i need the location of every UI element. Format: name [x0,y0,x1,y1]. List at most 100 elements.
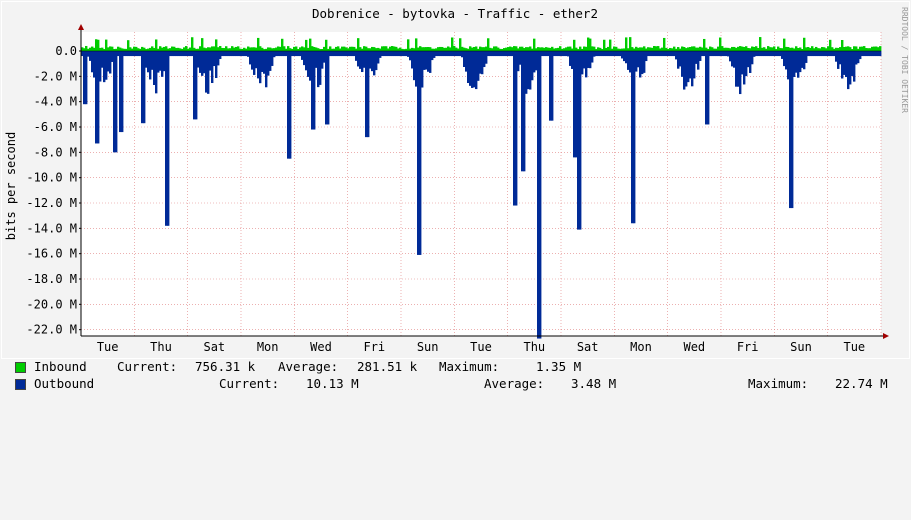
inbound-bar [573,39,576,51]
inbound-bar [429,47,432,51]
outbound-maximum-label: Maximum: [748,376,809,391]
outbound-bar [569,51,572,66]
outbound-bar [499,51,502,57]
inbound-bar [799,47,802,51]
inbound-bar [337,46,340,51]
inbound-bar [435,48,438,51]
outbound-bar [469,51,472,86]
outbound-bar [155,51,158,94]
inbound-bar [173,46,176,51]
inbound-bar [89,47,92,51]
inbound-bar [765,48,768,51]
outbound-bar [213,51,216,67]
outbound-bar [139,51,142,57]
inbound-bar [231,46,234,51]
outbound-bar [765,51,768,57]
outbound-bar [861,51,864,57]
outbound-bar [695,51,698,64]
inbound-bar [237,46,240,51]
inbound-bar [629,37,632,51]
x-axis-arrow [883,333,889,339]
inbound-bar [303,47,306,51]
outbound-bar [661,51,664,57]
outbound-bar [865,51,868,57]
outbound-bar [147,51,150,73]
inbound-bar [169,48,172,51]
outbound-bar [681,51,684,77]
outbound-bar [265,51,268,88]
inbound-bar [371,46,374,51]
inbound-bar [405,48,408,51]
inbound-bar [243,47,246,51]
inbound-bar [737,46,740,51]
outbound-bar [335,51,338,57]
inbound-bar [679,48,682,51]
inbound-bar [339,48,342,51]
outbound-bar [321,51,324,69]
outbound-bar [81,51,84,57]
y-tick-label: -6.0 M [34,120,77,134]
inbound-bar [271,48,274,51]
outbound-bar [131,51,134,57]
inbound-bar [409,48,412,51]
inbound-bar [833,48,836,51]
inbound-bar [165,46,168,51]
outbound-bar [589,51,592,69]
inbound-bar [525,47,528,51]
outbound-bar [219,51,222,60]
outbound-bar [641,51,644,75]
inbound-bar [387,48,390,51]
inbound-bar [369,48,372,51]
outbound-bar [709,51,712,57]
inbound-bar [641,47,644,51]
outbound-bar [809,51,812,57]
x-tick-label: Mon [257,340,279,354]
inbound-bar [803,37,806,51]
inbound-bar [507,47,510,51]
outbound-bar [161,51,164,77]
inbound-bar [575,47,578,51]
outbound-bar [475,51,478,90]
outbound-bar [103,51,106,83]
inbound-bar [775,49,778,51]
outbound-bar [391,51,394,57]
outbound-bar [617,51,620,57]
outbound-bar [357,51,360,67]
inbound-bar [607,46,610,51]
outbound-bar [729,51,732,62]
inbound-bar [179,48,182,51]
inbound-bar [171,46,174,51]
inbound-bar [851,49,854,51]
inbound-bar [157,48,160,51]
inbound-bar [797,48,800,51]
inbound-bar [455,47,458,51]
x-tick-label: Sun [417,340,439,354]
inbound-bar [873,46,876,51]
inbound-bar [733,46,736,51]
inbound-bar [683,47,686,51]
outbound-maximum-value: 22.74 M [835,376,888,391]
inbound-bar [209,47,212,51]
inbound-bar [311,46,314,51]
outbound-bar [507,51,510,57]
inbound-bar [633,48,636,51]
outbound-bar [275,51,278,57]
outbound-bar [839,51,842,65]
outbound-bar [835,51,838,62]
outbound-bar [511,51,514,57]
inbound-bar [189,47,192,51]
outbound-bar [183,51,186,57]
inbound-bar [123,48,126,51]
outbound-bar [273,51,276,58]
outbound-bar [123,51,126,57]
outbound-bar [825,51,828,57]
inbound-bar [399,47,402,51]
inbound-bar [793,48,796,51]
inbound-bar [291,48,294,51]
inbound-bar [325,39,328,51]
inbound-bar [487,38,490,51]
outbound-bar [759,51,762,57]
inbound-bar [227,48,230,51]
outbound-bar [249,51,252,65]
outbound-bar [727,51,730,57]
